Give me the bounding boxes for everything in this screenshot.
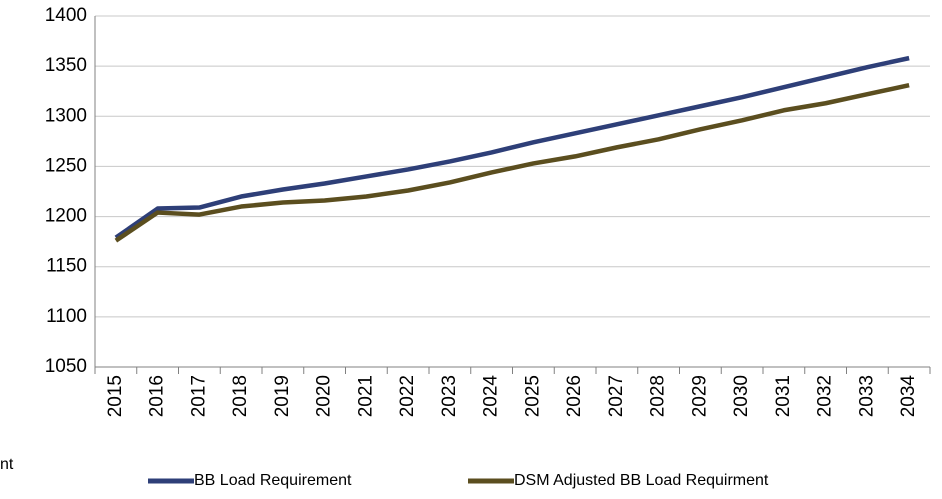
x-tick-label: 2029: [689, 375, 710, 417]
y-tick-label: 1200: [45, 206, 87, 227]
x-tick-label: 2028: [648, 375, 669, 417]
series-line: [114, 82, 910, 243]
x-tick-label: 2023: [439, 375, 460, 417]
y-tick-label: 1250: [45, 155, 87, 176]
x-tick-label: 2024: [481, 375, 502, 418]
x-tick-label: 2031: [773, 375, 794, 417]
x-tick-label: 2019: [272, 375, 293, 417]
x-tick-label: 2030: [731, 375, 752, 417]
y-tick-label: 1300: [45, 105, 87, 126]
y-tick-label: 1150: [46, 256, 87, 277]
x-tick-label: 2022: [397, 375, 418, 417]
legend-label: BB Load Requirement: [194, 472, 352, 489]
x-tick-label: 2018: [230, 375, 251, 417]
annotation: nt: [0, 456, 14, 473]
x-tick-label: 2015: [105, 375, 126, 417]
x-tick-label: 2034: [898, 375, 919, 418]
x-tick-label: 2025: [522, 375, 543, 417]
x-tick-label: 2016: [147, 375, 168, 417]
x-tick-label: 2021: [355, 375, 376, 417]
x-tick-label: 2032: [815, 375, 836, 417]
series-line: [114, 55, 910, 240]
x-tick-label: 2033: [856, 375, 877, 417]
y-tick-label: 1100: [46, 306, 87, 327]
x-tick-label: 2020: [314, 375, 335, 417]
x-tick-label: 2017: [188, 375, 209, 417]
y-tick-label: 1050: [45, 356, 87, 377]
y-tick-label: 1350: [45, 55, 87, 76]
x-tick-label: 2027: [606, 375, 627, 417]
y-tick-label: 1400: [45, 5, 87, 26]
legend-label: DSM Adjusted BB Load Requirment: [514, 472, 769, 489]
x-tick-label: 2026: [564, 375, 585, 417]
